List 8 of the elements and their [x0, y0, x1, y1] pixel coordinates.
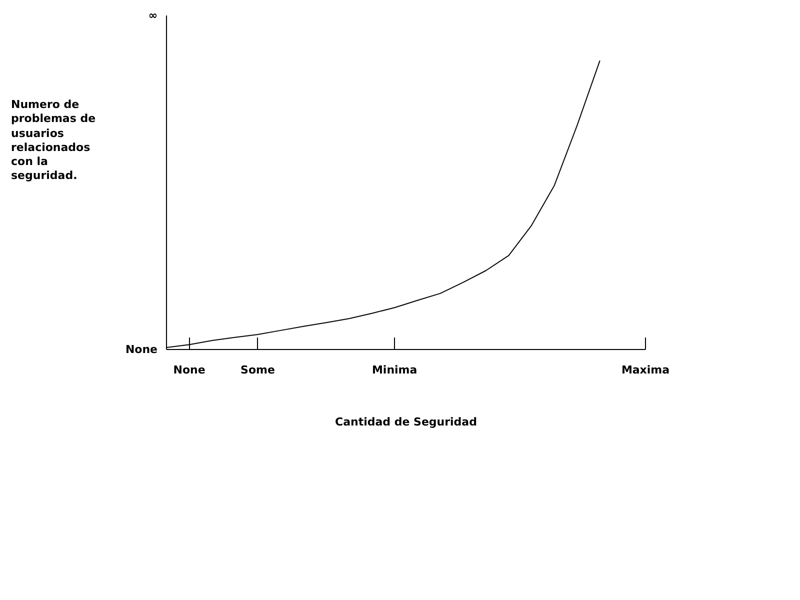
text: ∞ — [148, 9, 158, 22]
x-tick-label: None — [173, 364, 206, 376]
text: Numero de problemas de usuarios relacionados con la seguridad. — [11, 98, 96, 184]
x-axis-title: Cantidad de Seguridad — [335, 416, 477, 428]
x-tick-label: Maxima — [621, 364, 670, 376]
x-tick-label: Some — [240, 364, 275, 376]
text: None — [125, 343, 158, 356]
x-tick-label: Minima — [372, 364, 418, 376]
